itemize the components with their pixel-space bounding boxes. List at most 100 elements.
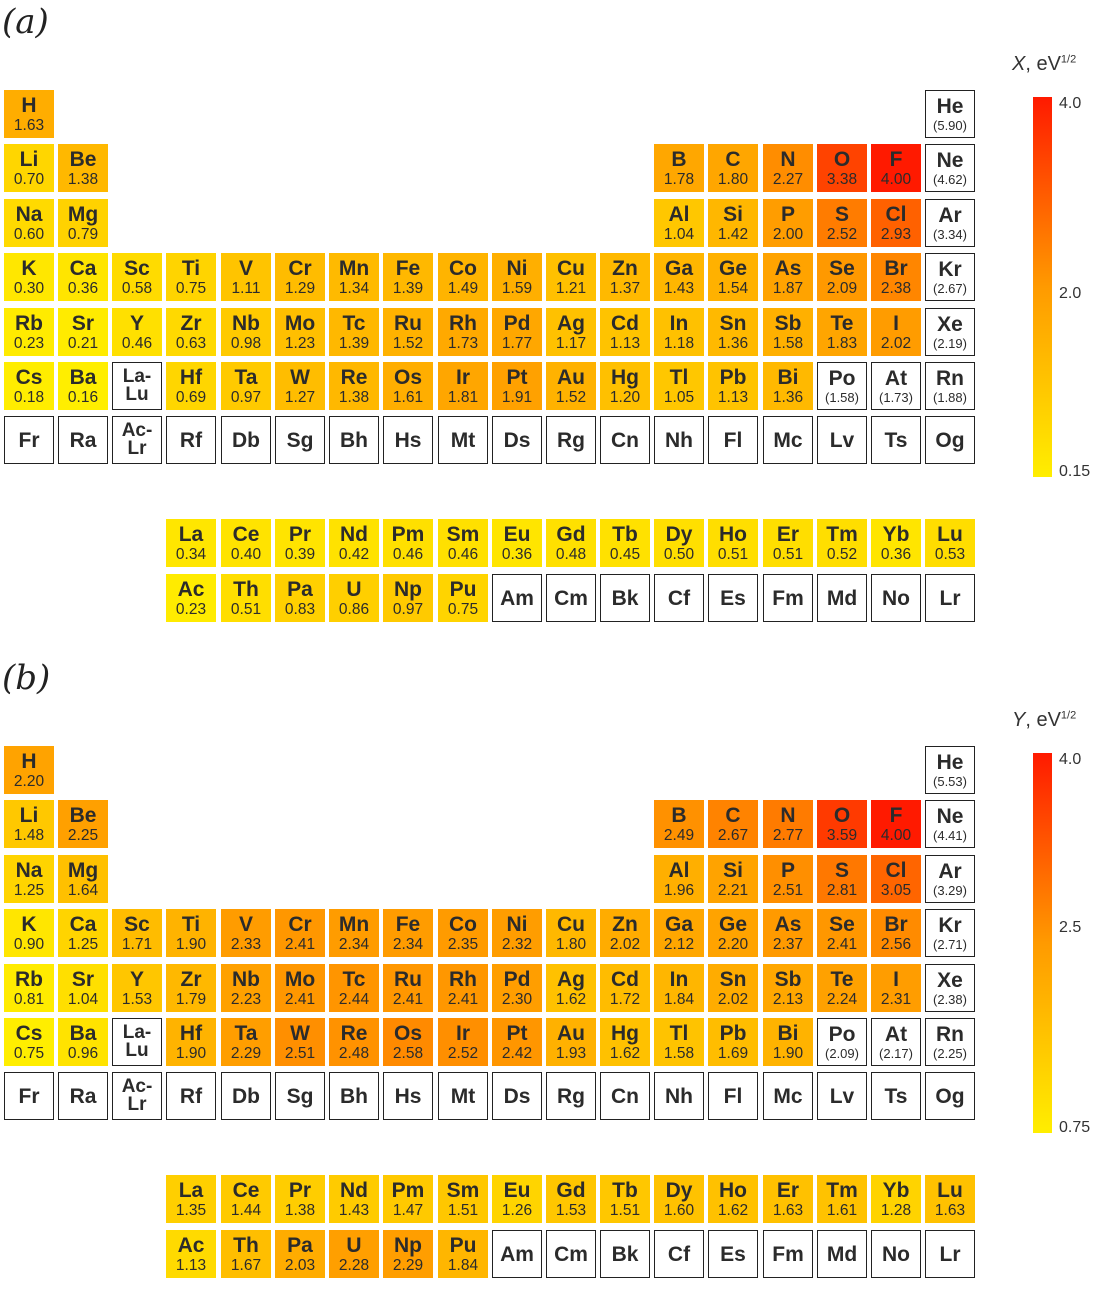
element-cell-i: I 2.02: [871, 308, 921, 356]
element-cell-ar: Ar (3.34): [925, 199, 975, 247]
element-cell-er: Er 1.63: [763, 1175, 813, 1223]
element-symbol: Y: [129, 311, 144, 335]
element-cell-zr: Zr 1.79: [166, 964, 216, 1012]
element-symbol: Tm: [826, 1178, 858, 1202]
element-value: 0.63: [175, 334, 207, 352]
element-value: 0.36: [501, 545, 533, 563]
element-value: 0.97: [230, 388, 262, 406]
element-cell-sr: Sr 0.21: [58, 308, 108, 356]
element-symbol: Fe: [395, 912, 421, 936]
element-symbol: Pr: [288, 522, 312, 546]
element-value: (4.62): [933, 172, 967, 187]
element-symbol: Se: [829, 912, 855, 936]
element-symbol: Tb: [612, 1178, 638, 1202]
element-cell-ti: Ti 1.90: [166, 909, 216, 957]
element-cell-db: Db: [221, 1072, 271, 1120]
element-value: 1.23: [284, 334, 316, 352]
element-symbol: Hg: [611, 365, 639, 389]
element-symbol: Cd: [611, 311, 639, 335]
element-symbol: Ag: [557, 967, 585, 991]
element-value: 0.90: [13, 935, 45, 953]
element-cell-ds: Ds: [492, 416, 542, 464]
element-value: (1.73): [879, 390, 913, 405]
element-symbol: Ra: [69, 1084, 97, 1108]
element-symbol: I: [893, 311, 899, 335]
element-symbol: Gd: [556, 1178, 586, 1202]
element-symbol: He: [936, 751, 964, 774]
element-symbol: Ag: [557, 311, 585, 335]
element-value: 2.03: [284, 1256, 316, 1274]
element-symbol: Mg: [67, 202, 99, 226]
element-symbol: Mo: [284, 311, 316, 335]
element-symbol: C: [725, 803, 741, 827]
element-symbol: Mc: [773, 428, 803, 452]
element-cell-xe: Xe (2.19): [925, 308, 975, 356]
panel-label-b: (b): [2, 658, 51, 698]
element-symbol: Os: [393, 365, 422, 389]
element-cell-lu: Lu 0.53: [925, 519, 975, 567]
element-symbol: Ac- Lr: [121, 1075, 153, 1115]
element-symbol: As: [774, 912, 802, 936]
element-value: 1.26: [501, 1201, 533, 1219]
element-symbol: Rg: [557, 428, 585, 452]
element-value: 1.80: [717, 170, 749, 188]
element-cell-db: Db: [221, 416, 271, 464]
element-symbol: Kr: [938, 914, 962, 937]
element-cell-md: Md: [817, 574, 867, 622]
element-cell-es: Es: [708, 1230, 758, 1278]
element-value: 1.90: [175, 935, 207, 953]
element-value: 1.38: [338, 388, 370, 406]
element-value: 1.87: [772, 279, 804, 297]
element-cell-rh: Rh 1.73: [438, 308, 488, 356]
element-symbol: Te: [830, 311, 854, 335]
element-symbol: Ge: [718, 912, 747, 936]
element-symbol: U: [346, 1233, 362, 1257]
element-cell-tm: Tm 1.61: [817, 1175, 867, 1223]
element-cell-hs: Hs: [383, 416, 433, 464]
element-symbol: Hs: [394, 1084, 422, 1108]
element-cell-nb: Nb 0.98: [221, 308, 271, 356]
element-cell-rn: Rn (1.88): [925, 362, 975, 410]
element-symbol: Hs: [394, 428, 422, 452]
element-symbol: Am: [500, 1242, 534, 1266]
element-cell-te: Te 2.24: [817, 964, 867, 1012]
element-value: 0.75: [175, 279, 207, 297]
element-cell-ne: Ne (4.41): [925, 800, 975, 848]
element-symbol: Sc: [124, 256, 150, 280]
element-cell-hf: Hf 1.90: [166, 1018, 216, 1066]
element-cell-nh: Nh: [654, 1072, 704, 1120]
element-symbol: Te: [830, 967, 854, 991]
element-value: 2.02: [880, 334, 912, 352]
element-value: 2.51: [772, 881, 804, 899]
element-symbol: Rg: [557, 1084, 585, 1108]
element-cell-b: B 2.49: [654, 800, 704, 848]
element-cell-in: In 1.18: [654, 308, 704, 356]
element-cell-bh: Bh: [329, 1072, 379, 1120]
element-symbol: Ts: [884, 1084, 908, 1108]
element-cell-si: Si 1.42: [708, 199, 758, 247]
element-cell-ag: Ag 1.62: [546, 964, 596, 1012]
element-value: 2.41: [284, 935, 316, 953]
element-cell-ca: Ca 0.36: [58, 253, 108, 301]
element-cell-cs: Cs 0.75: [4, 1018, 54, 1066]
element-cell-no: No: [871, 574, 921, 622]
element-symbol: W: [290, 365, 310, 389]
element-cell-pr: Pr 1.38: [275, 1175, 325, 1223]
element-value: 1.34: [338, 279, 370, 297]
element-cell-tl: Tl 1.58: [654, 1018, 704, 1066]
element-cell-bi: Bi 1.36: [763, 362, 813, 410]
element-symbol: Si: [723, 858, 743, 882]
element-cell-he: He (5.53): [925, 746, 975, 794]
element-cell-pm: Pm 0.46: [383, 519, 433, 567]
element-value: 1.58: [663, 1044, 695, 1062]
element-symbol: Fr: [18, 1084, 40, 1108]
element-symbol: Md: [826, 586, 858, 610]
element-symbol: W: [290, 1021, 310, 1045]
element-symbol: Lr: [939, 586, 961, 610]
element-value: 0.18: [13, 388, 45, 406]
element-value: 2.38: [880, 279, 912, 297]
element-symbol: Bi: [777, 365, 799, 389]
element-value: 3.38: [826, 170, 858, 188]
element-cell-lv: Lv: [817, 416, 867, 464]
element-cell-ne: Ne (4.62): [925, 144, 975, 192]
